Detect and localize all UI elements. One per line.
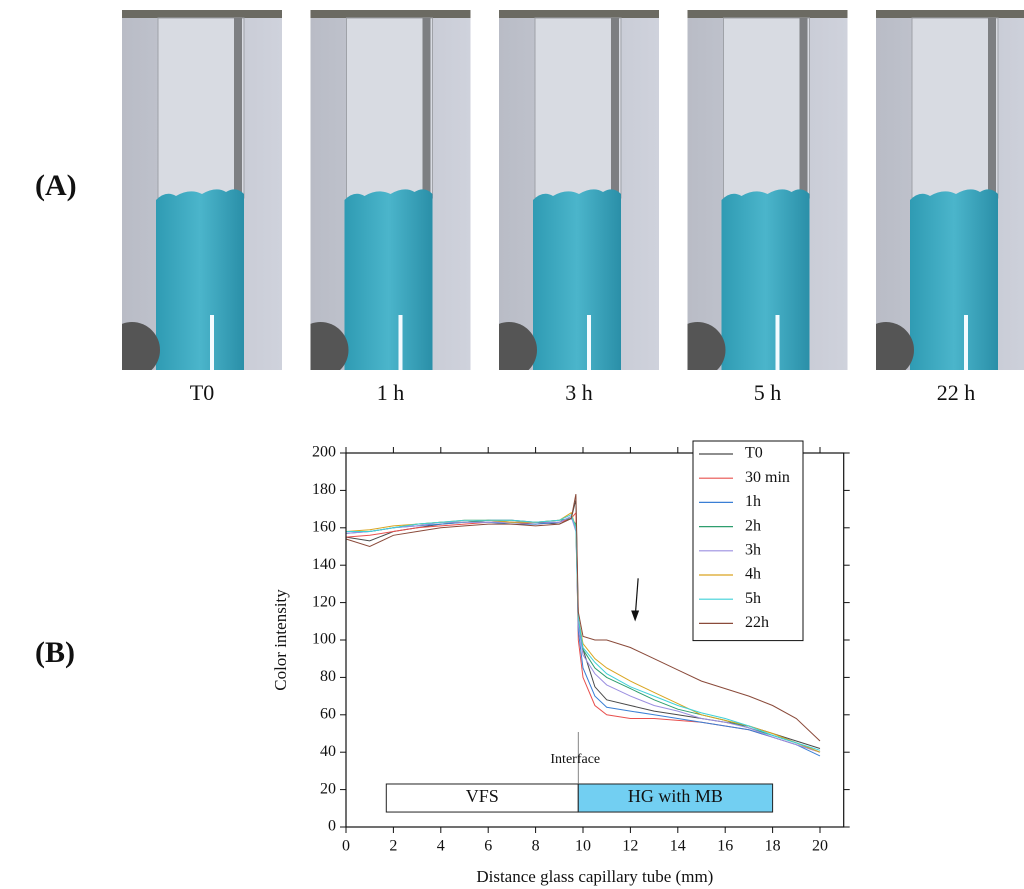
photo <box>687 10 848 370</box>
photo <box>122 10 282 370</box>
x-tick-label: 12 <box>622 838 638 855</box>
y-tick-label: 0 <box>328 818 336 835</box>
photo-top <box>687 10 848 18</box>
arrow-head <box>631 610 640 622</box>
rod <box>988 18 996 198</box>
photo-top <box>876 10 1024 18</box>
y-tick-label: 120 <box>312 593 336 610</box>
legend-label: 5h <box>745 590 761 607</box>
y-tick-label: 200 <box>312 444 336 461</box>
region-label: VFS <box>466 786 499 806</box>
tube-glass <box>723 17 810 199</box>
glint <box>964 315 968 370</box>
glint <box>398 315 403 370</box>
legend-label: 22h <box>745 614 769 631</box>
shadow <box>122 322 160 370</box>
liquid <box>156 189 244 370</box>
photo-label: 3 h <box>565 380 593 405</box>
legend-box <box>692 440 804 642</box>
x-tick-label: 14 <box>670 838 686 855</box>
photo <box>310 10 471 370</box>
photo-row: T0 1 h 3 h 5 h 22 h <box>122 10 1024 405</box>
x-tick-label: 2 <box>389 838 397 855</box>
rod <box>422 18 431 198</box>
liquid <box>533 189 621 370</box>
legend-label: 3h <box>745 541 761 558</box>
x-axis-title: Distance glass capillary tube (mm) <box>476 867 713 886</box>
interface-label: Interface <box>550 752 600 767</box>
photo-top <box>122 10 282 18</box>
x-tick-label: 0 <box>342 838 350 855</box>
region-label: HG with MB <box>628 786 723 806</box>
x-tick-label: 20 <box>812 838 828 855</box>
shadow <box>310 322 349 370</box>
photo-content <box>499 10 659 370</box>
tube-glass <box>911 17 999 199</box>
y-tick-label: 180 <box>312 481 336 498</box>
photo-content <box>876 10 1024 370</box>
y-tick-label: 100 <box>312 631 336 648</box>
panel-label: (B) <box>35 636 75 669</box>
y-axis-title: Color intensity <box>271 589 290 691</box>
shadow <box>876 322 914 370</box>
photo-label: 1 h <box>377 380 405 405</box>
legend-label: 30 min <box>745 469 790 486</box>
glint <box>775 315 780 370</box>
tube-glass <box>346 17 433 199</box>
region-box <box>577 783 774 813</box>
photo-content <box>310 10 471 370</box>
legend-label: T0 <box>745 445 763 462</box>
tube-glass <box>157 17 245 199</box>
legend-label: 4h <box>745 566 761 583</box>
y-tick-label: 60 <box>320 705 336 722</box>
photo-label: 5 h <box>754 380 782 405</box>
x-tick-label: 10 <box>575 838 591 855</box>
series-line <box>346 514 821 751</box>
y-tick-label: 140 <box>312 556 336 573</box>
shadow <box>499 322 537 370</box>
liquid <box>344 189 433 370</box>
series-line <box>345 494 821 742</box>
rod <box>234 18 242 198</box>
legend-label: 1h <box>745 493 761 510</box>
rod <box>611 18 619 198</box>
y-tick-label: 40 <box>320 743 336 760</box>
x-tick-label: 4 <box>437 838 445 855</box>
tube-glass <box>534 17 622 199</box>
photo-content <box>122 10 282 370</box>
y-tick-label: 160 <box>312 518 336 535</box>
photo-content <box>687 10 848 370</box>
liquid <box>910 189 998 370</box>
series-line <box>345 515 821 757</box>
region-box <box>385 783 579 813</box>
photo <box>499 10 659 370</box>
glint <box>587 315 591 370</box>
photo-label: 22 h <box>937 380 976 405</box>
photo-top <box>499 10 659 18</box>
x-tick-label: 18 <box>765 838 781 855</box>
legend-label: 2h <box>745 517 761 534</box>
rod <box>799 18 808 198</box>
x-tick-label: 16 <box>717 838 733 855</box>
glint <box>210 315 214 370</box>
photo-label: T0 <box>190 380 214 405</box>
x-tick-label: 6 <box>484 838 492 855</box>
photo <box>876 10 1024 370</box>
panel-label: (A) <box>35 169 77 202</box>
photo-top <box>310 10 471 18</box>
shadow <box>687 322 726 370</box>
y-tick-label: 80 <box>320 668 336 685</box>
y-tick-label: 20 <box>320 780 336 797</box>
x-tick-label: 8 <box>532 838 540 855</box>
liquid <box>721 189 810 370</box>
